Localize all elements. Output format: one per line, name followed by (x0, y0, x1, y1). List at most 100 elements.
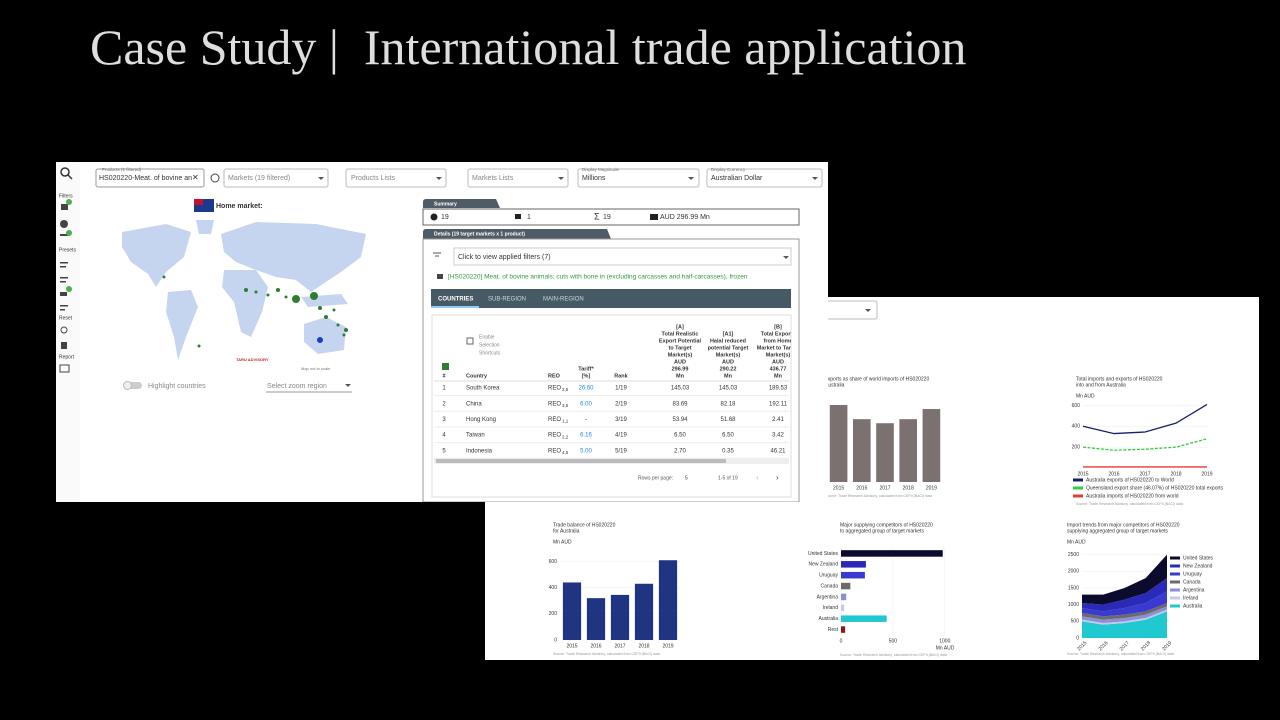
bar (899, 419, 918, 482)
markets-lists-field[interactable] (467, 168, 569, 188)
line (1082, 438, 1208, 451)
column-header: Country (466, 373, 488, 379)
y-tick-label: Australia (819, 616, 839, 622)
column-header: Total Exports (761, 331, 796, 337)
arrow (345, 384, 351, 387)
map-note: Map not to scale (301, 366, 331, 371)
cell: - (585, 417, 587, 423)
checkbox[interactable] (466, 337, 474, 345)
legend-swatch (1170, 604, 1180, 608)
x-tick-label: 2017 (614, 643, 625, 649)
legend-label: Australia imports of HS020220 from world (1086, 493, 1179, 499)
column-header: [B] (774, 324, 782, 330)
y-tick-label: Rest (828, 627, 839, 633)
field-value: HS020220-Meat. of bovine an (99, 175, 192, 182)
y-tick-label: 400 (1072, 424, 1081, 430)
product-text: [HS020220] Meat. of bovine animals; cuts… (448, 274, 748, 281)
tab[interactable]: COUNTRIES (438, 297, 473, 303)
x-tick-label: 2017 (879, 485, 890, 491)
x-tick-label: 2015 (1076, 640, 1088, 652)
field-value: Markets (19 filtered) (228, 175, 290, 182)
tab[interactable]: MAIN-REGION (543, 297, 584, 303)
x-tick-label: 2016 (590, 643, 601, 649)
markets-field[interactable] (223, 168, 329, 188)
column-header: 290.22 (720, 366, 737, 372)
cell: Indonesia (466, 448, 493, 454)
cell: 4/19 (615, 433, 627, 439)
cell: 5 (442, 448, 446, 454)
legend-label: United States (1183, 555, 1214, 561)
tab[interactable]: SUB-REGION (488, 297, 526, 303)
slide-title: Case Study | International trade applica… (90, 19, 967, 75)
legend-swatch (1170, 572, 1180, 576)
toggle (123, 381, 132, 390)
column-header: Mn (774, 373, 783, 379)
table-card (431, 314, 792, 498)
column-header: AUD (722, 359, 734, 365)
cell: Taiwan (466, 433, 485, 439)
summary-value: AUD 296.99 Mn (660, 214, 710, 221)
bar (658, 560, 678, 640)
globe-icon (430, 213, 438, 221)
bar (841, 615, 887, 622)
column-header: potential Target (708, 345, 749, 351)
product-icon (515, 214, 521, 219)
globe-icon (210, 173, 220, 183)
products-lists-field[interactable] (345, 168, 447, 188)
cell: 3.42 (772, 433, 784, 439)
tab (423, 199, 500, 208)
legend-label: Ireland (1183, 595, 1199, 601)
legend-label: Australia exports of HS020220 to World (1086, 477, 1174, 483)
currency-field[interactable] (706, 168, 823, 188)
excel-icon[interactable] (442, 363, 449, 370)
column-header: Export Potential (659, 338, 702, 344)
column-header: [%] (582, 373, 591, 379)
sidebar-label: Reset (59, 315, 73, 321)
source-note: Source: Trade Research Advisory, calcula… (1076, 502, 1183, 506)
scroll-thumb[interactable] (436, 459, 726, 463)
cell: 51.68 (720, 417, 736, 423)
y-tick-label: Ireland (823, 605, 839, 611)
area (1082, 609, 1167, 625)
clear-icon[interactable]: ✕ (192, 173, 199, 182)
cell: 83.69 (672, 401, 688, 407)
cell: 2/19 (615, 401, 627, 407)
area (1082, 591, 1167, 617)
zoom-select[interactable]: Select zoom region (267, 383, 327, 390)
legend-swatch (1170, 556, 1180, 560)
cell: 192.11 (769, 401, 788, 407)
x-tick-label: 2019 (1201, 471, 1212, 477)
legend-label: Uruguay (1183, 571, 1202, 577)
legend-label: New Zealand (1183, 563, 1213, 569)
cell: 53.94 (672, 417, 688, 423)
x-tick-label: 2016 (856, 485, 867, 491)
cell: 6.50 (674, 433, 686, 439)
magnitude-field[interactable] (577, 168, 700, 188)
reo: REO (548, 401, 561, 407)
field-value: Millions (582, 175, 606, 182)
y-axis-label: Mn AUD (1067, 539, 1086, 545)
column-header: AUD (772, 359, 784, 365)
sidebar-icons[interactable] (59, 199, 72, 373)
bar (841, 626, 846, 633)
y-tick-label: 600 (549, 559, 558, 565)
source-note: Source: Trade Research Advisory, calcula… (825, 494, 932, 498)
world-map (122, 220, 366, 360)
filters-dropdown[interactable] (453, 247, 792, 266)
field-value: Australian Dollar (711, 175, 763, 182)
field-label: Products (1 filtered) (102, 167, 142, 172)
tab-bar (431, 289, 791, 308)
reo-sub: 4,5 (562, 450, 569, 455)
cell: 3 (442, 417, 446, 423)
reo: REO (548, 417, 561, 423)
products-field[interactable] (95, 168, 205, 188)
legend-swatch (1073, 478, 1083, 482)
search-icon (67, 174, 73, 180)
chart-title: into and from Australia (1076, 382, 1126, 388)
field-label: Display Currency (711, 167, 746, 172)
y-tick-label: 0 (1076, 635, 1079, 641)
search-icon[interactable] (60, 167, 70, 177)
chart-title: Major supplying competitors of HS020220 (840, 522, 933, 528)
x-tick-label: 2018 (1170, 471, 1181, 477)
source-note: Source: Trade Research Advisory, calcula… (553, 652, 660, 656)
